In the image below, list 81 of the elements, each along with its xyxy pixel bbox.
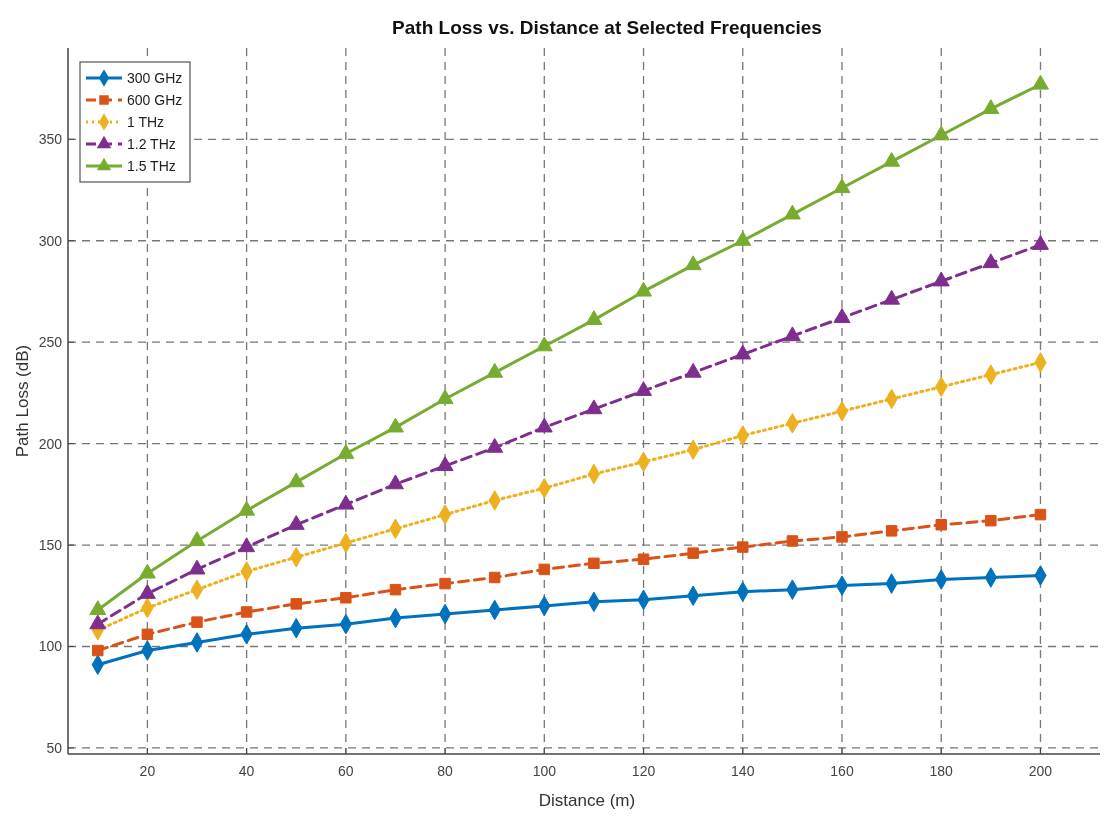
point (238, 500, 256, 516)
point (337, 494, 355, 510)
point (436, 389, 454, 405)
point (1034, 508, 1047, 521)
y-tick-label: 50 (46, 739, 63, 756)
point (436, 456, 454, 472)
point (635, 381, 653, 396)
y-axis-title: Path Loss (dB) (13, 344, 32, 458)
x-tick-label: 200 (1028, 763, 1053, 779)
y-tick-label: 100 (38, 638, 63, 655)
point (982, 253, 1000, 269)
x-tick-label: 80 (437, 763, 454, 779)
point (734, 344, 752, 360)
point (535, 417, 553, 433)
point (240, 606, 253, 618)
point (786, 535, 799, 547)
point (737, 541, 749, 553)
y-tick-label: 150 (38, 537, 63, 554)
point (287, 472, 305, 488)
point (1031, 74, 1049, 90)
point (386, 417, 404, 433)
point (141, 628, 154, 641)
point (635, 281, 653, 297)
x-tick-label: 140 (731, 763, 755, 779)
point (535, 336, 553, 352)
point (92, 644, 104, 657)
point (985, 514, 997, 527)
point (684, 362, 702, 378)
legend-label: 1 THz (127, 114, 165, 130)
x-tick-label: 100 (532, 763, 557, 779)
point (687, 547, 699, 559)
point (188, 531, 206, 547)
point (833, 178, 851, 194)
point (486, 437, 504, 453)
y-tick-label: 200 (38, 435, 63, 452)
point (439, 577, 451, 590)
point (585, 399, 603, 415)
point (836, 531, 848, 543)
point (885, 525, 898, 537)
point (389, 583, 402, 596)
legend-label: 1.5 THz (127, 158, 176, 174)
point (883, 289, 901, 305)
point (287, 515, 305, 530)
point (89, 600, 107, 616)
legend-label: 1.2 THz (127, 136, 176, 152)
point (935, 519, 947, 531)
x-tick-label: 40 (238, 763, 255, 779)
point (883, 151, 901, 167)
point (783, 326, 801, 342)
point (386, 474, 404, 490)
point (932, 125, 950, 141)
x-tick-label: 160 (830, 763, 854, 779)
point (637, 553, 650, 565)
x-tick-label: 180 (929, 763, 954, 779)
legend-label: 600 GHz (127, 92, 183, 108)
point (340, 592, 352, 604)
point (833, 308, 851, 323)
y-tick-label: 300 (38, 232, 63, 249)
point (238, 537, 256, 553)
point (684, 255, 702, 271)
x-tick-label: 120 (631, 763, 656, 779)
point (783, 204, 801, 220)
point (538, 563, 551, 576)
point (486, 362, 504, 378)
x-tick-label: 20 (139, 763, 156, 779)
x-tick-label: 60 (338, 763, 354, 779)
point (290, 598, 302, 610)
x-axis-title: Distance (m) (538, 791, 636, 810)
point (734, 231, 752, 246)
chart-title: Path Loss vs. Distance at Selected Frequencies (392, 17, 822, 38)
point (585, 310, 603, 325)
point (191, 616, 203, 628)
y-tick-label: 350 (38, 131, 63, 148)
point (982, 99, 1000, 114)
point (488, 571, 501, 584)
point (337, 444, 355, 459)
y-tick-label: 250 (38, 334, 63, 351)
legend-label: 300 GHz (127, 70, 183, 86)
point (588, 557, 600, 570)
point (1031, 235, 1049, 250)
point (932, 271, 950, 287)
